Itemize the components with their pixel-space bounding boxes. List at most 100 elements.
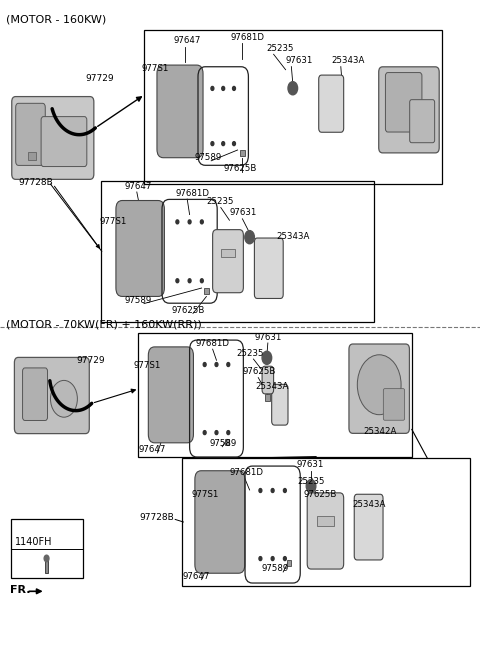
FancyBboxPatch shape bbox=[354, 494, 383, 560]
Circle shape bbox=[188, 279, 191, 283]
FancyBboxPatch shape bbox=[319, 75, 344, 132]
FancyBboxPatch shape bbox=[262, 366, 274, 394]
Text: 25235: 25235 bbox=[237, 349, 264, 358]
Bar bbox=[221, 250, 235, 258]
FancyBboxPatch shape bbox=[409, 100, 434, 143]
Circle shape bbox=[201, 220, 204, 224]
Text: 25342A: 25342A bbox=[364, 426, 397, 436]
Circle shape bbox=[222, 87, 225, 91]
Bar bbox=[204, 288, 209, 294]
Text: 97681D: 97681D bbox=[196, 339, 230, 348]
Circle shape bbox=[50, 380, 77, 417]
FancyBboxPatch shape bbox=[14, 357, 89, 434]
FancyBboxPatch shape bbox=[379, 67, 439, 153]
Text: (MOTOR - 160KW): (MOTOR - 160KW) bbox=[6, 14, 106, 24]
Text: 97625B: 97625B bbox=[172, 306, 205, 315]
Text: 25235: 25235 bbox=[298, 477, 325, 486]
Text: 977S1: 977S1 bbox=[133, 361, 161, 370]
Circle shape bbox=[44, 555, 49, 562]
Circle shape bbox=[211, 87, 214, 91]
Text: 97647: 97647 bbox=[138, 445, 166, 454]
Text: (MOTOR - 70KW(FR) + 160KW(RR)): (MOTOR - 70KW(FR) + 160KW(RR)) bbox=[6, 320, 202, 330]
Circle shape bbox=[201, 279, 204, 283]
Circle shape bbox=[232, 142, 236, 146]
Bar bbox=[317, 516, 334, 526]
FancyBboxPatch shape bbox=[384, 389, 405, 420]
Text: FR.: FR. bbox=[10, 585, 30, 595]
Text: 97728B: 97728B bbox=[139, 513, 174, 522]
FancyBboxPatch shape bbox=[148, 347, 193, 443]
Text: 977S1: 977S1 bbox=[100, 217, 127, 226]
Text: 97631: 97631 bbox=[229, 208, 257, 217]
Circle shape bbox=[211, 142, 214, 146]
Circle shape bbox=[283, 489, 286, 493]
FancyBboxPatch shape bbox=[349, 344, 409, 434]
FancyBboxPatch shape bbox=[41, 117, 87, 166]
Bar bbox=[144, 30, 442, 184]
Text: 97589: 97589 bbox=[194, 153, 222, 162]
Circle shape bbox=[288, 81, 298, 95]
Circle shape bbox=[245, 231, 254, 244]
Text: 25343A: 25343A bbox=[256, 382, 289, 391]
Circle shape bbox=[262, 351, 272, 365]
FancyBboxPatch shape bbox=[16, 103, 45, 166]
Circle shape bbox=[227, 363, 230, 367]
FancyBboxPatch shape bbox=[385, 72, 422, 132]
Circle shape bbox=[215, 363, 218, 367]
Circle shape bbox=[357, 355, 401, 415]
Text: 97625B: 97625B bbox=[223, 164, 257, 173]
Bar bbox=[287, 560, 291, 566]
FancyBboxPatch shape bbox=[116, 200, 164, 296]
Text: 25343A: 25343A bbox=[276, 233, 310, 241]
Bar bbox=[45, 560, 48, 573]
FancyBboxPatch shape bbox=[254, 238, 283, 298]
Text: 97631: 97631 bbox=[297, 461, 324, 470]
Circle shape bbox=[306, 480, 316, 493]
Circle shape bbox=[259, 489, 262, 493]
Bar bbox=[28, 152, 36, 160]
Bar bbox=[138, 333, 412, 457]
Circle shape bbox=[227, 430, 230, 434]
Text: 97681D: 97681D bbox=[175, 189, 209, 198]
Circle shape bbox=[271, 489, 274, 493]
Text: 97625B: 97625B bbox=[303, 490, 337, 499]
FancyBboxPatch shape bbox=[195, 471, 245, 573]
Circle shape bbox=[176, 279, 179, 283]
Bar bbox=[240, 150, 245, 156]
Text: 97589: 97589 bbox=[262, 564, 289, 573]
Text: 97681D: 97681D bbox=[229, 468, 264, 477]
Text: 97647: 97647 bbox=[182, 572, 210, 581]
FancyBboxPatch shape bbox=[157, 65, 203, 158]
Circle shape bbox=[176, 220, 179, 224]
Circle shape bbox=[271, 556, 274, 560]
FancyBboxPatch shape bbox=[213, 230, 243, 293]
Bar bbox=[11, 519, 83, 578]
Text: 1140FH: 1140FH bbox=[15, 537, 53, 547]
Text: 25343A: 25343A bbox=[353, 500, 386, 509]
Text: 25235: 25235 bbox=[266, 44, 294, 53]
Text: 977S1: 977S1 bbox=[142, 64, 169, 73]
Text: 97631: 97631 bbox=[286, 56, 313, 65]
Bar bbox=[101, 181, 374, 322]
Text: 97647: 97647 bbox=[174, 36, 201, 45]
Circle shape bbox=[222, 142, 225, 146]
Text: 97729: 97729 bbox=[85, 74, 114, 83]
FancyBboxPatch shape bbox=[12, 97, 94, 179]
Circle shape bbox=[203, 363, 206, 367]
Bar bbox=[182, 458, 470, 586]
Text: 25343A: 25343A bbox=[331, 56, 365, 65]
Bar bbox=[265, 394, 270, 401]
Text: 97589: 97589 bbox=[125, 296, 152, 305]
Text: 97631: 97631 bbox=[254, 332, 282, 342]
Text: 97647: 97647 bbox=[125, 181, 152, 191]
Text: 97625B: 97625B bbox=[243, 367, 276, 376]
Bar bbox=[225, 438, 229, 445]
Circle shape bbox=[283, 556, 286, 560]
FancyBboxPatch shape bbox=[307, 493, 344, 569]
Text: 97729: 97729 bbox=[77, 355, 106, 365]
Text: 977S1: 977S1 bbox=[192, 490, 219, 499]
Circle shape bbox=[188, 220, 191, 224]
Text: 97681D: 97681D bbox=[230, 33, 264, 42]
Circle shape bbox=[232, 87, 236, 91]
Text: 25235: 25235 bbox=[206, 197, 234, 206]
